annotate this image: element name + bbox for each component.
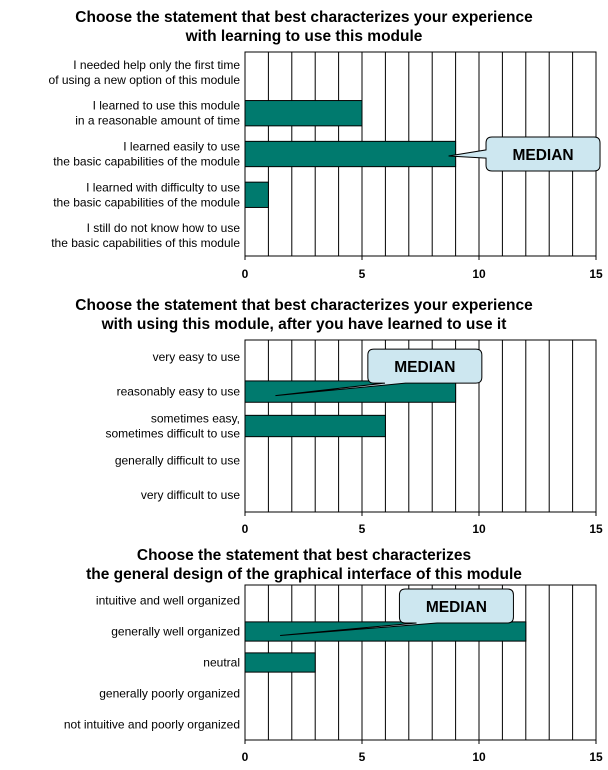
chart-2-title-line-1: Choose the statement that best character… — [75, 297, 533, 314]
category-label: sometimes easy, sometimes difficult to us… — [105, 412, 240, 441]
x-tick-label: 0 — [242, 522, 249, 536]
category-label: very difficult to use — [141, 488, 240, 502]
category-label: I learned easily to use the basic capabil… — [53, 140, 240, 169]
x-tick-label: 10 — [472, 750, 486, 764]
category-label: generally poorly organized — [99, 687, 240, 701]
bar — [244, 100, 363, 127]
category-label: I needed help only the first time of usin… — [49, 58, 241, 87]
x-tick-label: 15 — [589, 750, 603, 764]
category-label: I learned with difficulty to use the basi… — [53, 180, 240, 209]
x-tick-label: 15 — [589, 522, 603, 536]
chart-3-title: Choose the statement that best character… — [0, 546, 608, 584]
bar — [244, 621, 527, 642]
category-label: not intuitive and poorly organized — [64, 718, 240, 732]
category-label: very easy to use — [153, 350, 241, 364]
category-label: I learned to use this module in a reasona… — [75, 99, 240, 128]
x-tick-label: 5 — [359, 750, 366, 764]
category-label: I still do not know how to use the basic … — [51, 221, 240, 250]
chart-1-title: Choose the statement that best character… — [0, 8, 608, 46]
x-tick-label: 5 — [359, 267, 366, 281]
category-label: reasonably easy to use — [117, 385, 241, 399]
chart-3-title-line-1: Choose the statement that best character… — [136, 547, 472, 564]
category-label: generally difficult to use — [115, 453, 241, 467]
bar — [244, 652, 316, 673]
chart-2: 0 5 10 15 very easy to use reasonably easy to… — [105, 339, 603, 536]
chart-3-title-line-2: the general design of the graphical inte… — [86, 566, 522, 583]
x-tick-label: 0 — [242, 750, 249, 764]
x-tick-label: 10 — [472, 267, 486, 281]
x-tick-label: 0 — [242, 267, 249, 281]
chart-1-title-line-1: Choose the statement that best character… — [75, 9, 533, 26]
chart-1: 0 5 10 15 I needed help only the first time o… — [49, 51, 603, 281]
chart-1-title-line-2: with learning to use this module — [185, 28, 423, 45]
bar — [244, 414, 386, 438]
category-label: generally well organized — [111, 625, 240, 639]
median-label: MEDIAN — [394, 359, 455, 376]
x-tick-label: 10 — [472, 522, 486, 536]
category-label: neutral — [203, 656, 240, 670]
category-label: intuitive and well organized — [96, 594, 240, 608]
median-callout — [280, 588, 514, 636]
median-callout — [448, 136, 601, 172]
x-tick-label: 15 — [589, 267, 603, 281]
median-label: MEDIAN — [512, 147, 573, 164]
chart-3: 0 5 10 15 intuitive and well organized genera… — [64, 584, 603, 764]
chart-2-title-line-2: with using this module, after you have l… — [101, 316, 507, 333]
bar — [244, 181, 269, 208]
bar — [244, 380, 457, 403]
median-callout — [275, 348, 483, 397]
bar — [244, 140, 457, 168]
x-tick-label: 5 — [359, 522, 366, 536]
median-label: MEDIAN — [426, 599, 487, 616]
chart-2-title: Choose the statement that best character… — [0, 296, 608, 334]
